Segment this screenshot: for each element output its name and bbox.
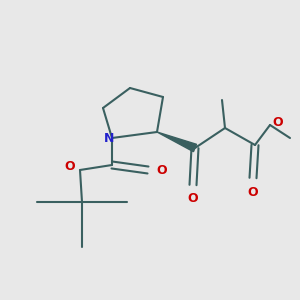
Text: O: O xyxy=(273,116,283,128)
Polygon shape xyxy=(157,132,196,152)
Text: O: O xyxy=(188,193,198,206)
Text: O: O xyxy=(248,185,258,199)
Text: N: N xyxy=(104,133,114,146)
Text: O: O xyxy=(157,164,167,176)
Text: O: O xyxy=(65,160,75,173)
